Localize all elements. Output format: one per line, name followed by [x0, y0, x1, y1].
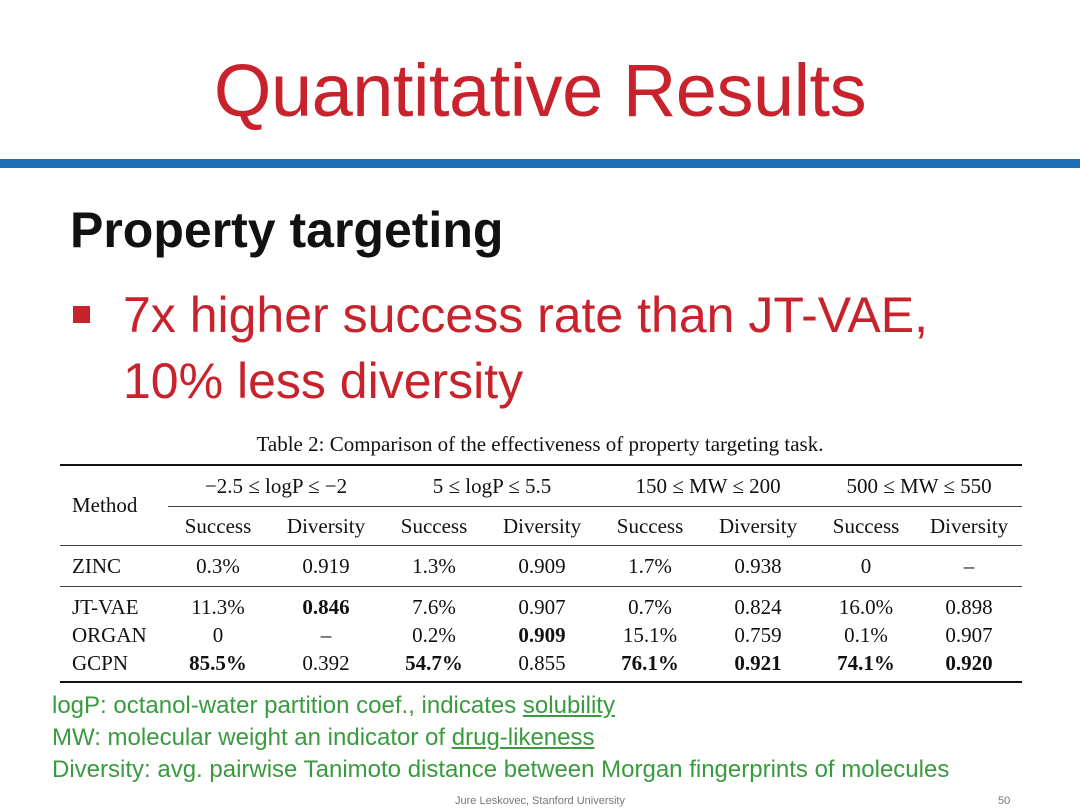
note-logp: logP: octanol-water partition coef., ind…: [52, 690, 949, 722]
value-cell: 15.1%: [622, 622, 678, 647]
group-header-mw-low: 150 ≤ MW ≤ 200: [600, 464, 817, 507]
value-cell: 74.1%: [816, 649, 917, 683]
note-text: octanol-water partition coef., indicates: [106, 692, 523, 719]
page-number: 50: [998, 795, 1011, 807]
value-cell: 0.920: [916, 649, 1023, 683]
value-cell: 0.1%: [844, 622, 888, 647]
success-header: Success: [600, 506, 701, 546]
value-cell: 0.907: [518, 594, 566, 619]
method-cell: ZINC: [60, 545, 168, 587]
value-cell: 0.898: [945, 594, 993, 619]
table-caption: Table 2: Comparison of the effectiveness…: [256, 432, 824, 456]
value-cell: 76.1%: [600, 649, 701, 683]
method-cell: GCPN: [60, 649, 168, 683]
value-cell: 0.921: [700, 649, 817, 683]
note-term: logP:: [52, 692, 107, 719]
bullet-line-2: 10% less diversity: [123, 353, 524, 409]
value-cell: –: [320, 622, 332, 647]
diversity-header: Diversity: [700, 506, 817, 546]
section-heading: Property targeting: [70, 202, 504, 258]
value-cell: 0: [816, 545, 917, 587]
value-cell: 1.7%: [600, 545, 701, 587]
group-header-logp-low: −2.5 ≤ logP ≤ −2: [168, 464, 385, 507]
bullet-point: 7x higher success rate than JT-VAE, 10% …: [123, 282, 1053, 414]
diversity-header: Diversity: [268, 506, 385, 546]
success-header: Success: [384, 506, 485, 546]
table-row: ORGAN 0 – 0.2% 0.909 15.1% 0.759 0.1% 0.…: [60, 621, 1022, 649]
bullet-square-icon: [73, 306, 90, 323]
value-cell: 1.3%: [384, 545, 485, 587]
group-header-mw-high: 500 ≤ MW ≤ 550: [816, 464, 1023, 507]
value-cell: 0.2%: [412, 622, 456, 647]
note-mw: MW: molecular weight an indicator of dru…: [52, 722, 949, 754]
title-divider: [0, 159, 1080, 168]
method-cell: JT-VAE: [72, 594, 139, 619]
success-header: Success: [168, 506, 268, 546]
value-cell: 0.392: [268, 649, 385, 683]
results-table: Method −2.5 ≤ logP ≤ −2 5 ≤ logP ≤ 5.5 1…: [60, 464, 1023, 683]
note-term: MW:: [52, 724, 101, 751]
note-text: molecular weight an indicator of: [100, 724, 452, 751]
solubility-link[interactable]: solubility: [522, 692, 615, 719]
diversity-header: Diversity: [484, 506, 601, 546]
definitions-notes: logP: octanol-water partition coef., ind…: [52, 690, 949, 786]
table-row: GCPN 85.5% 0.392 54.7% 0.855 76.1% 0.921…: [60, 649, 1023, 683]
value-cell: 16.0%: [838, 594, 894, 619]
note-diversity: Diversity: avg. pairwise Tanimoto distan…: [52, 754, 949, 786]
drug-likeness-link[interactable]: drug-likeness: [451, 724, 595, 751]
diversity-header: Diversity: [916, 506, 1023, 546]
value-cell: 0.938: [700, 545, 817, 587]
note-text: avg. pairwise Tanimoto distance between …: [150, 756, 950, 783]
value-cell: 0.3%: [168, 545, 268, 587]
value-cell: 0.919: [268, 545, 385, 587]
value-cell: 11.3%: [191, 594, 245, 619]
value-cell: 0.846: [302, 594, 350, 619]
value-cell: 0.909: [518, 622, 566, 647]
success-header: Success: [816, 506, 917, 546]
table-row: JT-VAE 11.3% 0.846 7.6% 0.907 0.7% 0.824…: [60, 587, 1022, 622]
note-term: Diversity:: [52, 756, 151, 783]
value-cell: 0.7%: [628, 594, 672, 619]
bullet-line-1: 7x higher success rate than JT-VAE,: [123, 287, 929, 343]
value-cell: 0.824: [734, 594, 782, 619]
value-cell: –: [916, 545, 1023, 587]
value-cell: 0.907: [945, 622, 993, 647]
value-cell: 85.5%: [168, 649, 268, 683]
value-cell: 0.855: [484, 649, 601, 683]
slide-title: Quantitative Results: [213, 49, 867, 132]
method-cell: ORGAN: [72, 622, 147, 647]
footer-author: Jure Leskovec, Stanford University: [455, 795, 625, 807]
value-cell: 54.7%: [384, 649, 485, 683]
value-cell: 0.909: [484, 545, 601, 587]
value-cell: 7.6%: [412, 594, 456, 619]
method-header: Method: [60, 464, 168, 546]
value-cell: 0: [212, 622, 224, 647]
group-header-logp-high: 5 ≤ logP ≤ 5.5: [384, 464, 601, 507]
table-row: ZINC 0.3% 0.919 1.3% 0.909 1.7% 0.938 0 …: [60, 545, 1023, 587]
value-cell: 0.759: [734, 622, 782, 647]
